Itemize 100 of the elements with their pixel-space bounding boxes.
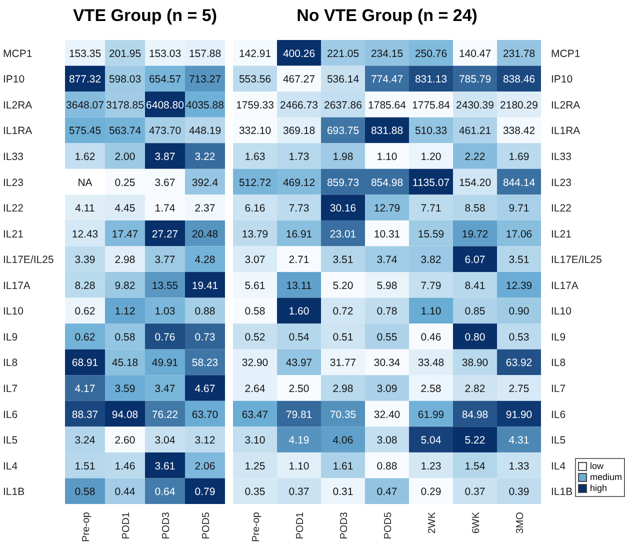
data-label: 4.67 (194, 383, 216, 395)
y-tick-label: IL2RA (3, 99, 32, 112)
data-label: 3.74 (376, 254, 398, 266)
data-label: 0.73 (194, 331, 216, 344)
data-label: 844.14 (502, 176, 536, 189)
data-label: 0.58 (74, 486, 96, 498)
data-label: 0.35 (244, 486, 266, 498)
data-label: 5.22 (464, 434, 486, 447)
data-label: 68.91 (72, 357, 98, 370)
data-label: 221.05 (326, 48, 360, 60)
data-label: 16.91 (286, 228, 312, 240)
data-label: 831.88 (370, 125, 404, 138)
data-label: 563.74 (108, 125, 142, 138)
data-label: 8.41 (464, 280, 486, 292)
data-label: 473.70 (148, 125, 182, 138)
data-label: 10.31 (374, 228, 400, 240)
data-label: 12.43 (72, 228, 98, 240)
data-label: 854.98 (370, 176, 404, 189)
data-label: 0.62 (74, 331, 96, 344)
y-tick-label: MCP1 (551, 48, 580, 60)
y-tick-label: IL22 (551, 202, 572, 215)
data-label: 234.15 (370, 48, 404, 60)
data-label: 0.29 (420, 486, 442, 498)
data-label: 3.47 (154, 383, 176, 395)
y-tick-label: IL23 (3, 176, 24, 189)
y-tick-label: IL1RA (3, 125, 32, 138)
text: medium (590, 472, 622, 483)
y-tick-label: IL10 (3, 306, 24, 318)
y-tick-label: IL2RA (551, 99, 580, 112)
data-label: 469.12 (282, 176, 316, 189)
data-label: 3.39 (74, 254, 96, 266)
data-label: 332.10 (238, 125, 272, 138)
y-tick-label: IL21 (551, 228, 572, 240)
y-tick-label: IL23 (551, 176, 572, 189)
data-label: 3.10 (244, 434, 266, 447)
data-label: 1.54 (464, 460, 486, 472)
data-label: 0.31 (332, 486, 354, 498)
data-label: 3.09 (376, 383, 398, 395)
data-label: 3.04 (154, 434, 176, 447)
data-label: 0.37 (464, 486, 486, 498)
data-label: 2.58 (420, 383, 442, 395)
data-label: 2.00 (114, 151, 136, 163)
y-tick-label: IL4 (3, 460, 18, 472)
y-tick-label: IL1RA (551, 125, 580, 138)
data-label: 3.22 (194, 151, 216, 163)
data-label: 4035.88 (186, 99, 224, 112)
data-label: 5.61 (244, 280, 266, 292)
y-tick-label: IL6 (3, 408, 18, 421)
data-label: 0.88 (194, 306, 216, 318)
data-label: 3178.85 (106, 99, 144, 112)
y-tick-label: IL33 (551, 151, 572, 163)
data-label: 2637.86 (324, 99, 362, 112)
data-label: 9.71 (508, 202, 530, 215)
data-label: 0.54 (288, 331, 310, 344)
y-tick-label: IL1B (551, 486, 573, 498)
data-label: 3.07 (244, 254, 266, 266)
data-label: 1.23 (420, 460, 442, 472)
data-label: 157.88 (188, 48, 222, 60)
data-label: 17.47 (112, 228, 138, 240)
data-label: 713.27 (188, 74, 222, 86)
data-label: 774.47 (370, 74, 404, 86)
data-label: 1.03 (154, 306, 176, 318)
data-label: 400.26 (282, 48, 316, 60)
data-label: 1.69 (508, 151, 530, 163)
y-tick-label: MCP1 (3, 48, 32, 60)
data-label: 6.07 (464, 254, 486, 266)
data-label: 12.79 (374, 202, 400, 215)
data-label: 91.90 (506, 408, 532, 421)
data-label: 0.46 (420, 331, 442, 344)
y-tick-label: IL5 (3, 434, 18, 447)
data-label: 9.82 (114, 280, 136, 292)
data-label: 142.91 (238, 48, 272, 60)
data-label: 512.72 (238, 176, 272, 189)
data-label: 5.20 (332, 280, 354, 292)
text: low (590, 461, 604, 472)
text: NA (78, 176, 92, 189)
data-label: 0.44 (114, 486, 136, 498)
data-label: 2.60 (114, 434, 136, 447)
data-label: 32.40 (374, 408, 400, 421)
data-label: 154.20 (458, 176, 492, 189)
data-label: 49.91 (152, 357, 178, 370)
data-label: 4.11 (75, 202, 95, 215)
data-label: 3.59 (114, 383, 136, 395)
y-tick-label: IL17A (551, 280, 578, 292)
data-label: 7.71 (420, 202, 442, 215)
data-label: 2.82 (464, 383, 486, 395)
data-label: 2.98 (332, 383, 354, 395)
data-label: 831.13 (414, 74, 448, 86)
chart-title: No VTE Group (n = 24) (296, 6, 478, 26)
y-tick-label: IL6 (551, 408, 566, 421)
data-label: 1135.07 (412, 176, 450, 189)
data-label: 1.61 (332, 460, 354, 472)
y-tick-label: IL9 (551, 331, 566, 344)
data-label: 467.27 (282, 74, 316, 86)
data-label: 0.39 (508, 486, 530, 498)
data-label: 6408.80 (146, 99, 184, 112)
data-label: 461.21 (458, 125, 492, 138)
data-label: 338.42 (502, 125, 536, 138)
data-label: 0.55 (376, 331, 398, 344)
data-label: 2.64 (244, 383, 266, 395)
